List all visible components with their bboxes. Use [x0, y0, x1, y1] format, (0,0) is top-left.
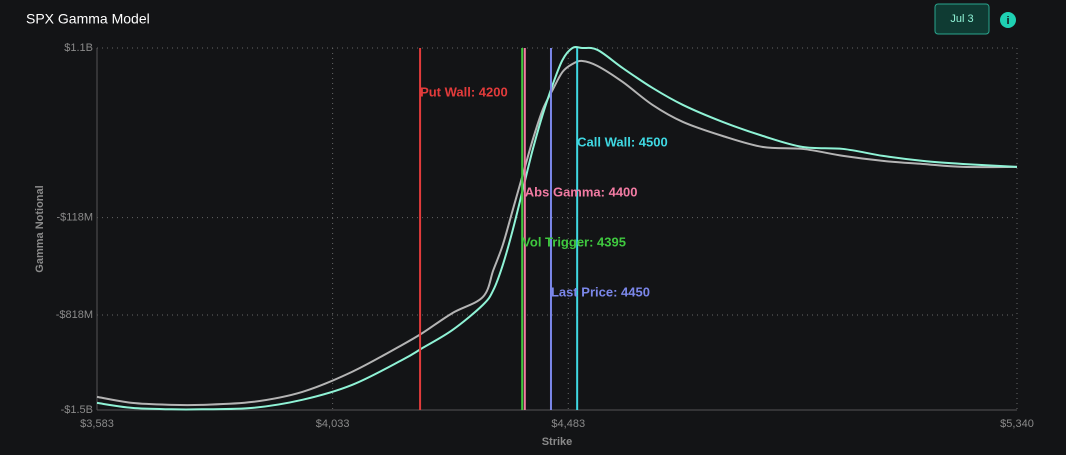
date-button-label[interactable]: Jul 3 [950, 13, 973, 25]
date-button[interactable] [934, 3, 990, 35]
level-label: Call Wall: 4500 [577, 134, 668, 149]
y-tick-label: -$1.5B [61, 404, 93, 416]
gamma-curve [96, 59, 1018, 407]
y-tick-label: $1.1B [64, 42, 93, 54]
chart-title: SPX Gamma Model [26, 11, 150, 27]
level-label: Vol Trigger: 4395 [522, 234, 626, 249]
x-tick-label: $4,033 [316, 418, 350, 430]
x-tick-label: $3,583 [80, 418, 114, 430]
level-label: Put Wall: 4200 [420, 84, 508, 99]
y-tick-label: -$818M [56, 309, 93, 321]
x-tick-label: $5,340 [1000, 418, 1034, 430]
gamma-curve [96, 46, 1018, 411]
level-label: Abs Gamma: 4400 [525, 184, 638, 199]
level-label: Last Price: 4450 [551, 284, 650, 299]
x-tick-label: $4,483 [551, 418, 585, 430]
info-icon[interactable] [1000, 12, 1016, 28]
y-axis-title: Gamma Notional [34, 185, 46, 272]
info-icon-glyph[interactable]: i [1006, 15, 1009, 27]
y-tick-label: -$118M [57, 211, 93, 223]
x-axis-title: Strike [542, 436, 573, 448]
